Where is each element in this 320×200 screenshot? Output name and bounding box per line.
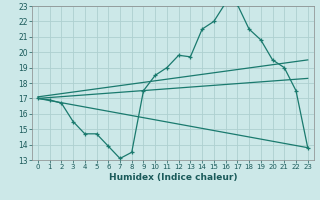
X-axis label: Humidex (Indice chaleur): Humidex (Indice chaleur) bbox=[108, 173, 237, 182]
